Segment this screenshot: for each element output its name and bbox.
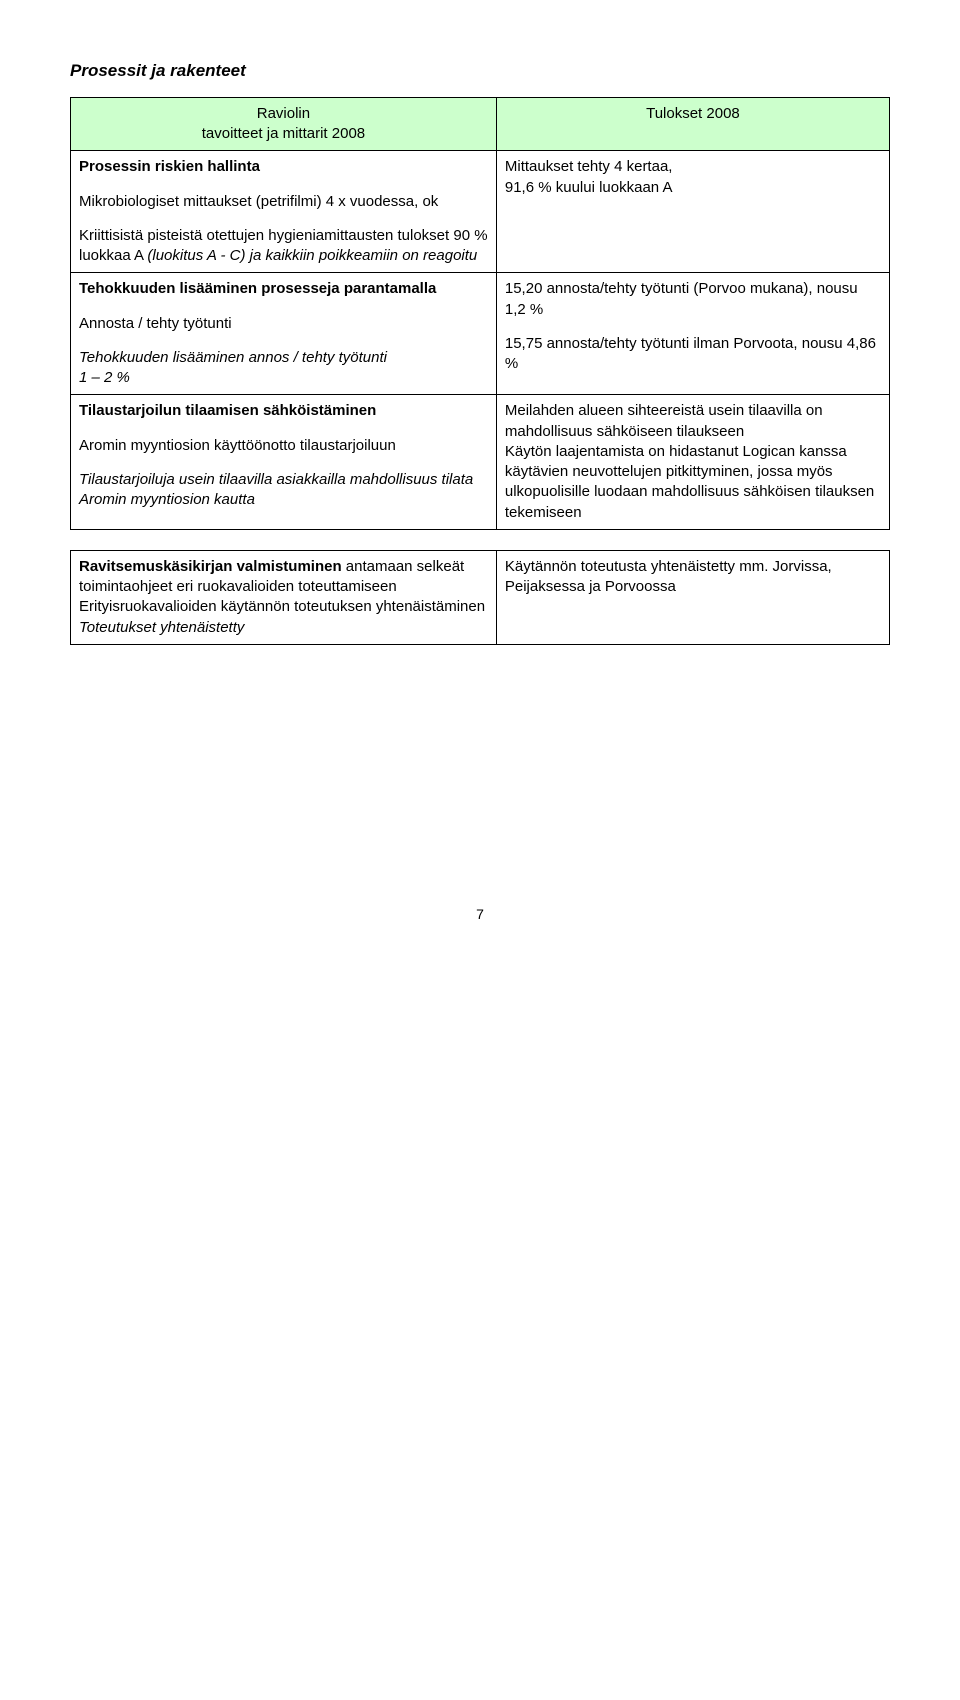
main-table: Raviolin tavoitteet ja mittarit 2008 Tul… (70, 97, 890, 530)
row1-left-p2b: (luokitus A - C) ja kaikkiin poikkeamiin… (147, 247, 477, 264)
row3-right-cell: Meilahden alueen sihteereistä usein tila… (496, 395, 889, 530)
row3-right-p1: Meilahden alueen sihteereistä usein tila… (505, 401, 881, 442)
header-cell-left: Raviolin tavoitteet ja mittarit 2008 (71, 97, 497, 151)
table-header-row: Raviolin tavoitteet ja mittarit 2008 Tul… (71, 97, 890, 151)
row2-left-p2: Tehokkuuden lisääminen annos / tehty työ… (79, 348, 488, 389)
row3-left-p2: Tilaustarjoiluja usein tilaavilla asiakk… (79, 470, 488, 511)
row3-left-p1: Aromin myyntiosion käyttöönotto tilausta… (79, 436, 488, 456)
table-row: Ravitsemuskäsikirjan valmistuminen antam… (71, 550, 890, 644)
row2-right-cell: 15,20 annosta/tehty työtunti (Porvoo muk… (496, 273, 889, 395)
row4-right-p1: Käytännön toteutusta yhtenäistetty mm. J… (505, 557, 881, 598)
row3-right-p2: Käytön laajentamista on hidastanut Logic… (505, 442, 881, 523)
table-row: Tilaustarjoilun tilaamisen sähköistämine… (71, 395, 890, 530)
table-row: Tehokkuuden lisääminen prosesseja parant… (71, 273, 890, 395)
row1-heading: Prosessin riskien hallinta (79, 157, 488, 177)
row3-left-cell: Tilaustarjoilun tilaamisen sähköistämine… (71, 395, 497, 530)
row1-left-p2: Kriittisistä pisteistä otettujen hygieni… (79, 226, 488, 267)
row4-left-cell: Ravitsemuskäsikirjan valmistuminen antam… (71, 550, 497, 644)
row4-left-p3: Toteutukset yhtenäistetty (79, 618, 488, 638)
header-left-line2: tavoitteet ja mittarit 2008 (202, 125, 365, 142)
row4-left-p1: Ravitsemuskäsikirjan valmistuminen antam… (79, 557, 488, 598)
header-left-line1: Raviolin (257, 105, 310, 122)
row2-left-p2b: 1 – 2 % (79, 369, 130, 386)
row1-left-cell: Prosessin riskien hallinta Mikrobiologis… (71, 151, 497, 273)
table-row: Prosessin riskien hallinta Mikrobiologis… (71, 151, 890, 273)
row2-right-p1: 15,20 annosta/tehty työtunti (Porvoo muk… (505, 279, 881, 320)
row4-left-p2: Erityisruokavalioiden käytännön toteutuk… (79, 597, 488, 617)
row1-left-p1: Mikrobiologiset mittaukset (petrifilmi) … (79, 192, 488, 212)
row2-heading: Tehokkuuden lisääminen prosesseja parant… (79, 279, 488, 299)
row4-right-cell: Käytännön toteutusta yhtenäistetty mm. J… (496, 550, 889, 644)
row1-right-p2: 91,6 % kuului luokkaan A (505, 178, 881, 198)
row2-right-p2: 15,75 annosta/tehty työtunti ilman Porvo… (505, 334, 881, 375)
header-cell-right: Tulokset 2008 (496, 97, 889, 151)
row1-right-cell: Mittaukset tehty 4 kertaa, 91,6 % kuului… (496, 151, 889, 273)
row2-left-p1: Annosta / tehty työtunti (79, 314, 488, 334)
row4-left-p1a: Ravitsemuskäsikirjan valmistuminen (79, 558, 342, 575)
row3-heading: Tilaustarjoilun tilaamisen sähköistämine… (79, 401, 488, 421)
row1-right-p1: Mittaukset tehty 4 kertaa, (505, 157, 881, 177)
row2-left-p2a: Tehokkuuden lisääminen annos / tehty työ… (79, 349, 387, 366)
page-title: Prosessit ja rakenteet (70, 60, 890, 83)
second-table: Ravitsemuskäsikirjan valmistuminen antam… (70, 550, 890, 645)
row2-left-cell: Tehokkuuden lisääminen prosesseja parant… (71, 273, 497, 395)
page-number: 7 (70, 905, 890, 924)
